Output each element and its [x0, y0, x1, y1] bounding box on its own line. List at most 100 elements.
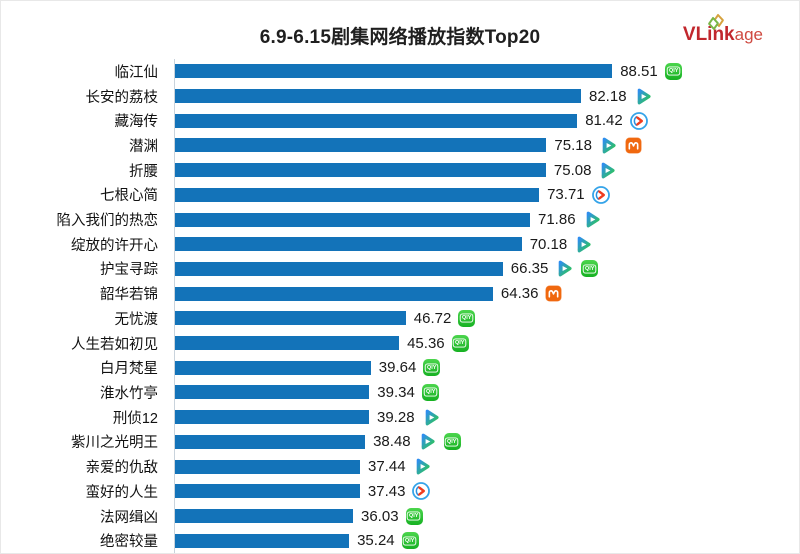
bar-track: 82.18 [174, 83, 799, 109]
chart-row: 法网缉凶 36.03 QIY [1, 503, 799, 529]
drama-title-label: 陷入我们的热恋 [56, 213, 159, 230]
chart-row: 白月梵星 39.64 QIY [1, 355, 799, 381]
bar [175, 286, 493, 301]
drama-title-label: 白月梵星 [100, 361, 158, 378]
drama-title-label: 潜渊 [129, 138, 158, 155]
platform-icons [585, 185, 610, 204]
chart-row: 长安的荔枝 82.18 [1, 83, 799, 109]
platform-icons: QIY [451, 309, 476, 327]
logo-text-bold: VLink [682, 24, 735, 45]
platform-icons: QIY [445, 334, 469, 352]
bar [175, 187, 540, 202]
platform-icons [405, 482, 431, 501]
bar-track: 88.51 QIY [174, 59, 799, 84]
chart-row: 潜渊 75.18 [1, 133, 799, 158]
iqiyi-icon: QIY [664, 62, 682, 80]
bar-value-label: 45.36 [407, 334, 445, 352]
logo-text-light: age [734, 25, 763, 44]
drama-title-label: 七根心简 [100, 188, 158, 205]
bar-value-label: 38.48 [373, 433, 411, 451]
bar-value-label: 39.34 [377, 383, 415, 401]
chart-row: 淮水竹亭 39.34 QIY [1, 380, 799, 405]
platform-icons: QIY [411, 432, 461, 451]
bar-value-label: 75.08 [553, 161, 592, 179]
chart-row: 紫川之光明王 38.48 QIY [1, 429, 799, 455]
bar [175, 311, 406, 326]
drama-title-label: 绽放的许开心 [71, 237, 158, 254]
chart-row: 七根心简 73.71 [1, 182, 799, 208]
chart-row: 护宝寻踪 66.35 QIY [1, 256, 799, 282]
iqiyi-icon: QIY [401, 532, 419, 550]
bar-track: 36.03 QIY [174, 503, 799, 529]
drama-title-label: 韶华若锦 [100, 287, 158, 304]
bar-track: 39.64 QIY [174, 355, 799, 381]
drama-title-label: 紫川之光明王 [71, 435, 158, 452]
bar-value-label: 82.18 [589, 87, 627, 105]
bar-value-label: 70.18 [529, 235, 568, 253]
bar [175, 484, 360, 499]
bar-value-label: 75.18 [554, 136, 592, 154]
bar [175, 533, 350, 548]
bar-value-label: 88.51 [620, 62, 658, 80]
drama-title-label: 亲爱的仇敌 [85, 460, 159, 477]
chart-row: 亲爱的仇敌 37.44 [1, 454, 799, 479]
tencent-video-icon [577, 236, 591, 253]
bar-chart: 临江仙 88.51 QIY 长安的荔枝 82.18 [1, 59, 799, 554]
bar-track: 35.24 QIY [174, 528, 799, 554]
bar [175, 113, 578, 128]
iqiyi-icon: QIY [458, 309, 476, 327]
mango-tv-icon [545, 285, 563, 303]
bar-value-label: 35.24 [357, 532, 395, 550]
bar-value-label: 73.71 [547, 186, 585, 204]
youku-icon [591, 185, 610, 204]
bar [175, 64, 613, 79]
bar-track: 73.71 [174, 182, 799, 208]
drama-title-label: 淮水竹亭 [100, 385, 158, 402]
iqiyi-icon: QIY [405, 507, 423, 525]
drama-title-label: 护宝寻踪 [100, 262, 158, 279]
bar [175, 163, 546, 178]
platform-icons: QIY [416, 359, 441, 377]
drama-title-label: 法网缉凶 [100, 509, 158, 526]
bar-track: 37.44 [174, 454, 799, 479]
bar-track: 39.28 [174, 404, 799, 430]
tencent-video-icon [425, 409, 439, 426]
youku-icon [629, 111, 648, 130]
chart-title: 6.9-6.15剧集网络播放指数Top20 [259, 27, 541, 48]
bar [175, 434, 366, 449]
platform-icons: QIY [415, 383, 439, 401]
drama-title-label: 蛮好的人生 [85, 484, 159, 501]
drama-title-label: 临江仙 [114, 64, 159, 81]
bar-track: 38.48 QIY [174, 429, 799, 455]
bar-track: 75.08 [174, 157, 799, 183]
bar-track: 37.43 [174, 478, 799, 504]
drama-title-label: 藏海传 [114, 114, 159, 131]
bar [175, 261, 503, 276]
bar-track: 81.42 [174, 108, 799, 134]
platform-icons [592, 136, 642, 155]
platform-icons [623, 111, 648, 130]
bar [175, 89, 581, 104]
bar-track: 39.34 QIY [174, 380, 799, 405]
bar-value-label: 37.44 [368, 458, 406, 476]
bar-value-label: 66.35 [510, 260, 549, 278]
vlinkage-diamond-icon [707, 13, 727, 31]
drama-title-label: 长安的荔枝 [85, 89, 159, 106]
tencent-video-icon [602, 137, 616, 154]
drama-title-label: 刑侦12 [112, 410, 158, 427]
platform-icons [406, 457, 432, 476]
iqiyi-icon: QIY [423, 359, 441, 377]
platform-icons [627, 87, 653, 106]
platform-icons [415, 408, 441, 427]
chart-row: 刑侦12 39.28 [1, 404, 799, 430]
bar-value-label: 36.03 [361, 507, 399, 525]
bar-value-label: 71.86 [538, 211, 576, 229]
platform-icons [576, 210, 602, 229]
tencent-video-icon [559, 261, 572, 277]
iqiyi-icon: QIY [581, 260, 599, 278]
platform-icons: QIY [548, 259, 599, 278]
bar [175, 385, 370, 400]
platform-icons [538, 285, 563, 303]
platform-icons [591, 161, 617, 180]
mango-tv-icon [624, 136, 642, 154]
